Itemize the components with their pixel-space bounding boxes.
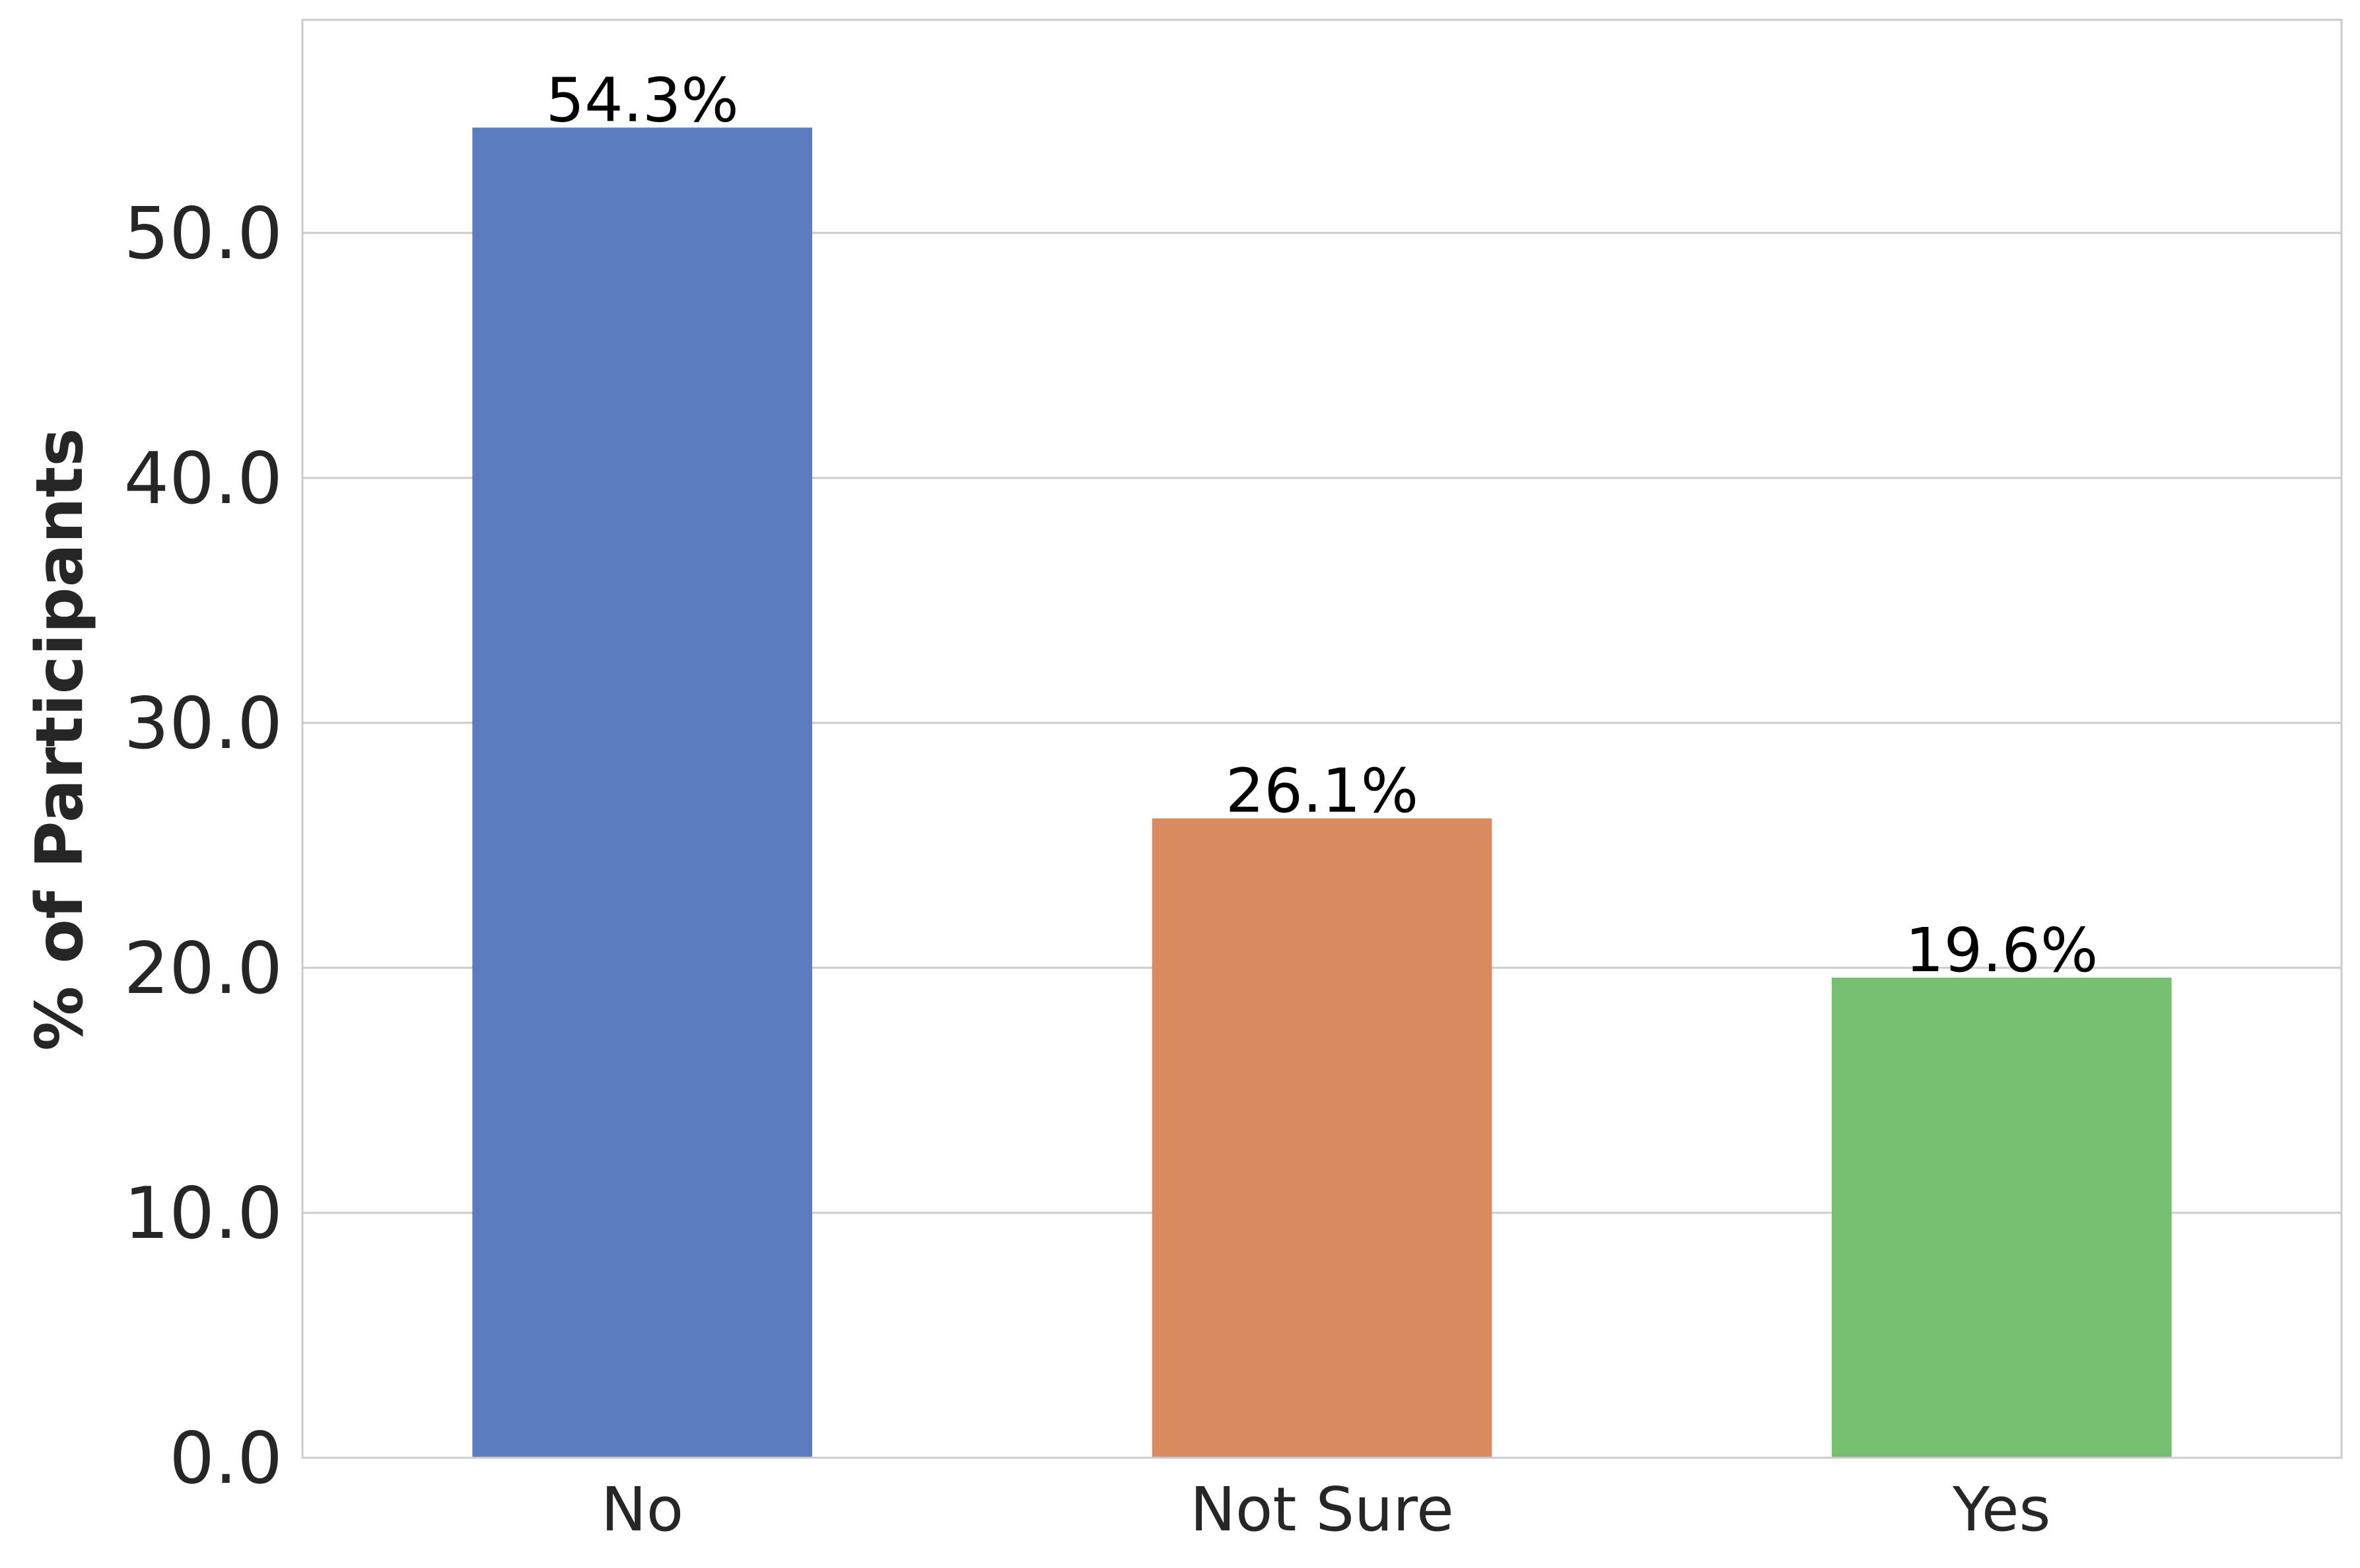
bar-value-label: 19.6% <box>1905 915 2098 986</box>
y-tick-label: 20.0 <box>124 928 283 1010</box>
x-tick-label: Yes <box>1952 1474 2051 1545</box>
y-tick-label: 50.0 <box>124 193 283 275</box>
bar-not-sure <box>1152 818 1492 1458</box>
bar-yes <box>1832 977 2172 1458</box>
y-axis-label: % of Participants <box>22 428 98 1050</box>
x-tick-labels: No Not Sure Yes <box>601 1474 2050 1545</box>
y-tick-label: 0.0 <box>169 1417 283 1500</box>
x-tick-label: Not Sure <box>1190 1474 1454 1545</box>
y-tick-labels: 0.0 10.0 20.0 30.0 40.0 50.0 <box>124 193 283 1500</box>
data-labels: 54.3% 26.1% 19.6% <box>546 65 2099 986</box>
bar-value-label: 26.1% <box>1226 756 1418 827</box>
plot-frame <box>301 18 2343 1459</box>
bar-value-label: 54.3% <box>546 65 739 135</box>
bars <box>472 127 2172 1458</box>
y-tick-label: 10.0 <box>124 1173 283 1255</box>
x-tick-label: No <box>601 1474 683 1545</box>
bar-no <box>472 127 812 1458</box>
y-tick-label: 30.0 <box>124 683 283 765</box>
y-tick-label: 40.0 <box>124 438 283 520</box>
